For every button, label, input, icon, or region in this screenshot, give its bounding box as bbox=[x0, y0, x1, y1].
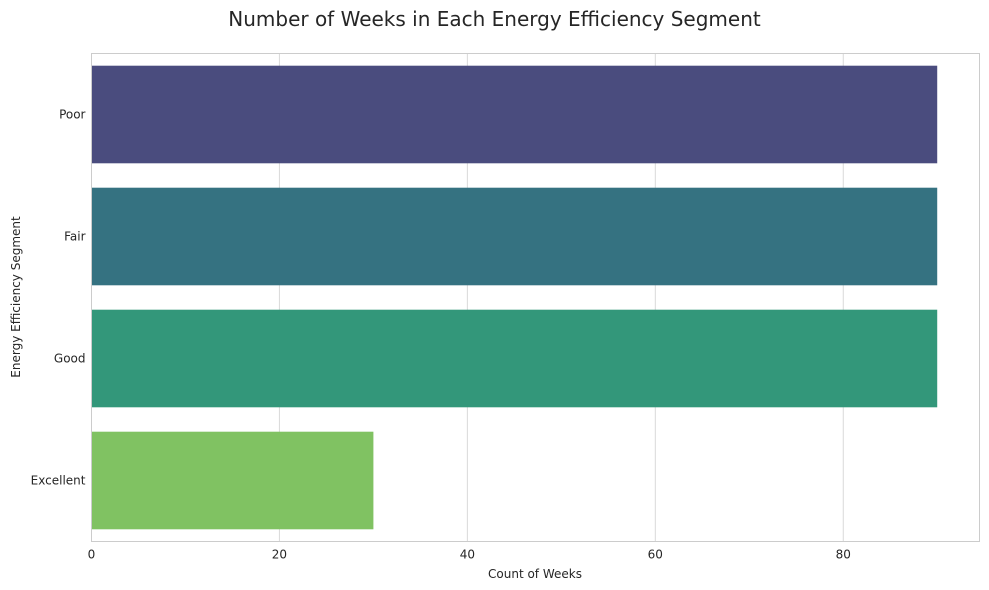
y-tick-label: Excellent bbox=[31, 474, 86, 488]
y-axis-ticks: Poor Fair Good Excellent bbox=[31, 108, 86, 488]
x-tick-label: 20 bbox=[272, 548, 287, 562]
bar-excellent bbox=[91, 431, 374, 530]
y-axis-label: Energy Efficiency Segment bbox=[9, 216, 23, 378]
chart-title: Number of Weeks in Each Energy Efficienc… bbox=[228, 7, 761, 31]
plot-frame bbox=[91, 53, 980, 542]
x-tick-label: 0 bbox=[88, 548, 96, 562]
y-tick-label: Good bbox=[54, 352, 86, 366]
bar-fair bbox=[91, 187, 938, 286]
x-tick-label: 40 bbox=[460, 548, 475, 562]
y-tick-label: Fair bbox=[64, 230, 85, 244]
x-tick-label: 80 bbox=[836, 548, 851, 562]
y-tick-label: Poor bbox=[59, 108, 85, 122]
x-axis-ticks: 0 20 40 60 80 bbox=[88, 548, 851, 562]
bar-poor bbox=[91, 65, 938, 164]
bars bbox=[91, 65, 938, 530]
x-tick-label: 60 bbox=[648, 548, 663, 562]
bar-good bbox=[91, 309, 938, 408]
x-axis-label: Count of Weeks bbox=[488, 567, 582, 581]
